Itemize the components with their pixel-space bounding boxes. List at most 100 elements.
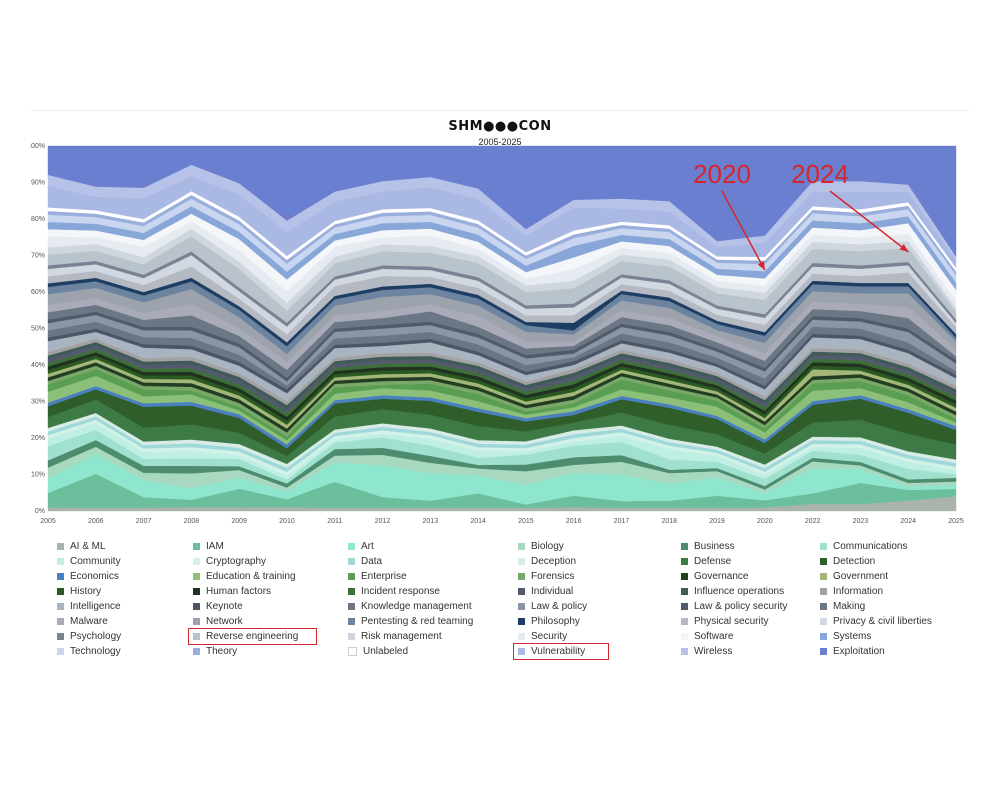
x-tick-label: 2006 (88, 518, 104, 525)
annotation-arrow (721, 190, 766, 271)
x-tick-label: 2023 (853, 518, 869, 525)
legend-item: Systems (820, 629, 871, 644)
legend-swatch (518, 633, 525, 640)
legend-label: Software (694, 631, 734, 642)
legend-label: Communications (833, 541, 908, 552)
x-tick-label: 2015 (518, 518, 534, 525)
y-axis: 0% 10% 20% 30% 40% 50% 60% 70% 80% 90% 100% (30, 143, 45, 515)
legend-item: History (57, 584, 101, 599)
legend-label: Law & policy (531, 601, 588, 612)
legend-item: Governance (681, 569, 748, 584)
x-tick-label: 2017 (614, 518, 630, 525)
legend-label: Privacy & civil liberties (833, 616, 932, 627)
x-tick-label: 2005 (40, 518, 56, 525)
legend-label: Knowledge management (361, 601, 472, 612)
legend-label: Wireless (694, 646, 733, 657)
y-tick-label: 40% (31, 362, 45, 369)
legend-label: Vulnerability (531, 646, 586, 657)
y-tick-label: 90% (31, 180, 45, 187)
legend-label: Information (833, 586, 884, 597)
legend-item: Biology (518, 539, 564, 554)
y-tick-label: 60% (31, 289, 45, 296)
legend-item: Making (820, 599, 865, 614)
legend-item: Technology (57, 644, 121, 659)
y-tick-label: 10% (31, 472, 45, 479)
legend-label: Physical security (694, 616, 769, 627)
legend-swatch (193, 543, 200, 550)
legend-swatch (57, 648, 64, 655)
legend-swatch (820, 603, 827, 610)
legend-item: Influence operations (681, 584, 784, 599)
legend-label: Art (361, 541, 374, 552)
legend-swatch (193, 573, 200, 580)
legend-item: Education & training (193, 569, 296, 584)
legend-item: Reverse engineering (193, 629, 298, 644)
x-tick-label: 2007 (136, 518, 152, 525)
legend-label: IAM (206, 541, 224, 552)
legend-label: Biology (531, 541, 564, 552)
x-tick-label: 2012 (375, 518, 391, 525)
area-layers (47, 145, 957, 512)
annotation-arrowhead (899, 244, 909, 252)
x-tick-label: 2010 (279, 518, 295, 525)
legend-item: Economics (57, 569, 119, 584)
legend-item: Risk management (348, 629, 442, 644)
y-tick-label: 20% (31, 435, 45, 442)
legend-item: Exploitation (820, 644, 885, 659)
legend-item: Communications (820, 539, 907, 554)
legend-swatch (518, 618, 525, 625)
legend-item: Forensics (518, 569, 574, 584)
legend-swatch (681, 648, 688, 655)
legend-swatch (681, 633, 688, 640)
legend-highlight-box (513, 643, 610, 660)
legend-item: Philosophy (518, 614, 580, 629)
legend-label: Reverse engineering (206, 631, 299, 642)
legend-label: Enterprise (361, 571, 407, 582)
legend-item: Individual (518, 584, 573, 599)
legend-label: Individual (531, 586, 574, 597)
x-tick-label: 2024 (900, 518, 916, 525)
legend-swatch (348, 618, 355, 625)
x-tick-label: 2019 (709, 518, 725, 525)
legend-swatch (348, 558, 355, 565)
x-tick-label: 2018 (661, 518, 677, 525)
legend-label: Government (833, 571, 889, 582)
legend-item: Unlabeled (348, 644, 408, 659)
legend-swatch (820, 573, 827, 580)
legend-swatch (681, 603, 688, 610)
legend-swatch (518, 573, 525, 580)
legend-swatch (57, 618, 64, 625)
legend-swatch (820, 648, 827, 655)
legend-label: Pentesting & red teaming (361, 616, 474, 627)
chart-frame: SHM●●●CON 2005-2025 0% 10% 20% 30% 40% 50% 60%… (30, 110, 970, 663)
legend-swatch (193, 603, 200, 610)
legend-item: Theory (193, 644, 237, 659)
annotation-label: 2020 (693, 159, 751, 189)
legend-swatch (193, 618, 200, 625)
legend-label: Defense (694, 556, 732, 567)
legend-item: Privacy & civil liberties (820, 614, 932, 629)
legend-label: Malware (70, 616, 108, 627)
legend-label: Human factors (206, 586, 272, 597)
annotation-label: 2024 (791, 159, 849, 189)
legend-item: Vulnerability (518, 644, 585, 659)
legend-item: Community (57, 554, 121, 569)
y-tick-label: 0% (35, 508, 45, 515)
legend-label: Intelligence (70, 601, 121, 612)
legend-label: Cryptography (206, 556, 267, 567)
legend-item: Incident response (348, 584, 440, 599)
annotation-arrowhead (757, 261, 765, 271)
legend-item: Art (348, 539, 374, 554)
legend-swatch (820, 558, 827, 565)
legend-label: Network (206, 616, 243, 627)
x-tick-label: 2009 (231, 518, 247, 525)
legend-item: Software (681, 629, 733, 644)
legend-swatch (57, 633, 64, 640)
y-tick-label: 30% (31, 399, 45, 406)
legend-label: Economics (70, 571, 119, 582)
legend-label: Exploitation (833, 646, 885, 657)
legend-label: Keynote (206, 601, 243, 612)
legend-swatch (348, 573, 355, 580)
legend-item: Cryptography (193, 554, 266, 569)
legend-swatch (57, 573, 64, 580)
